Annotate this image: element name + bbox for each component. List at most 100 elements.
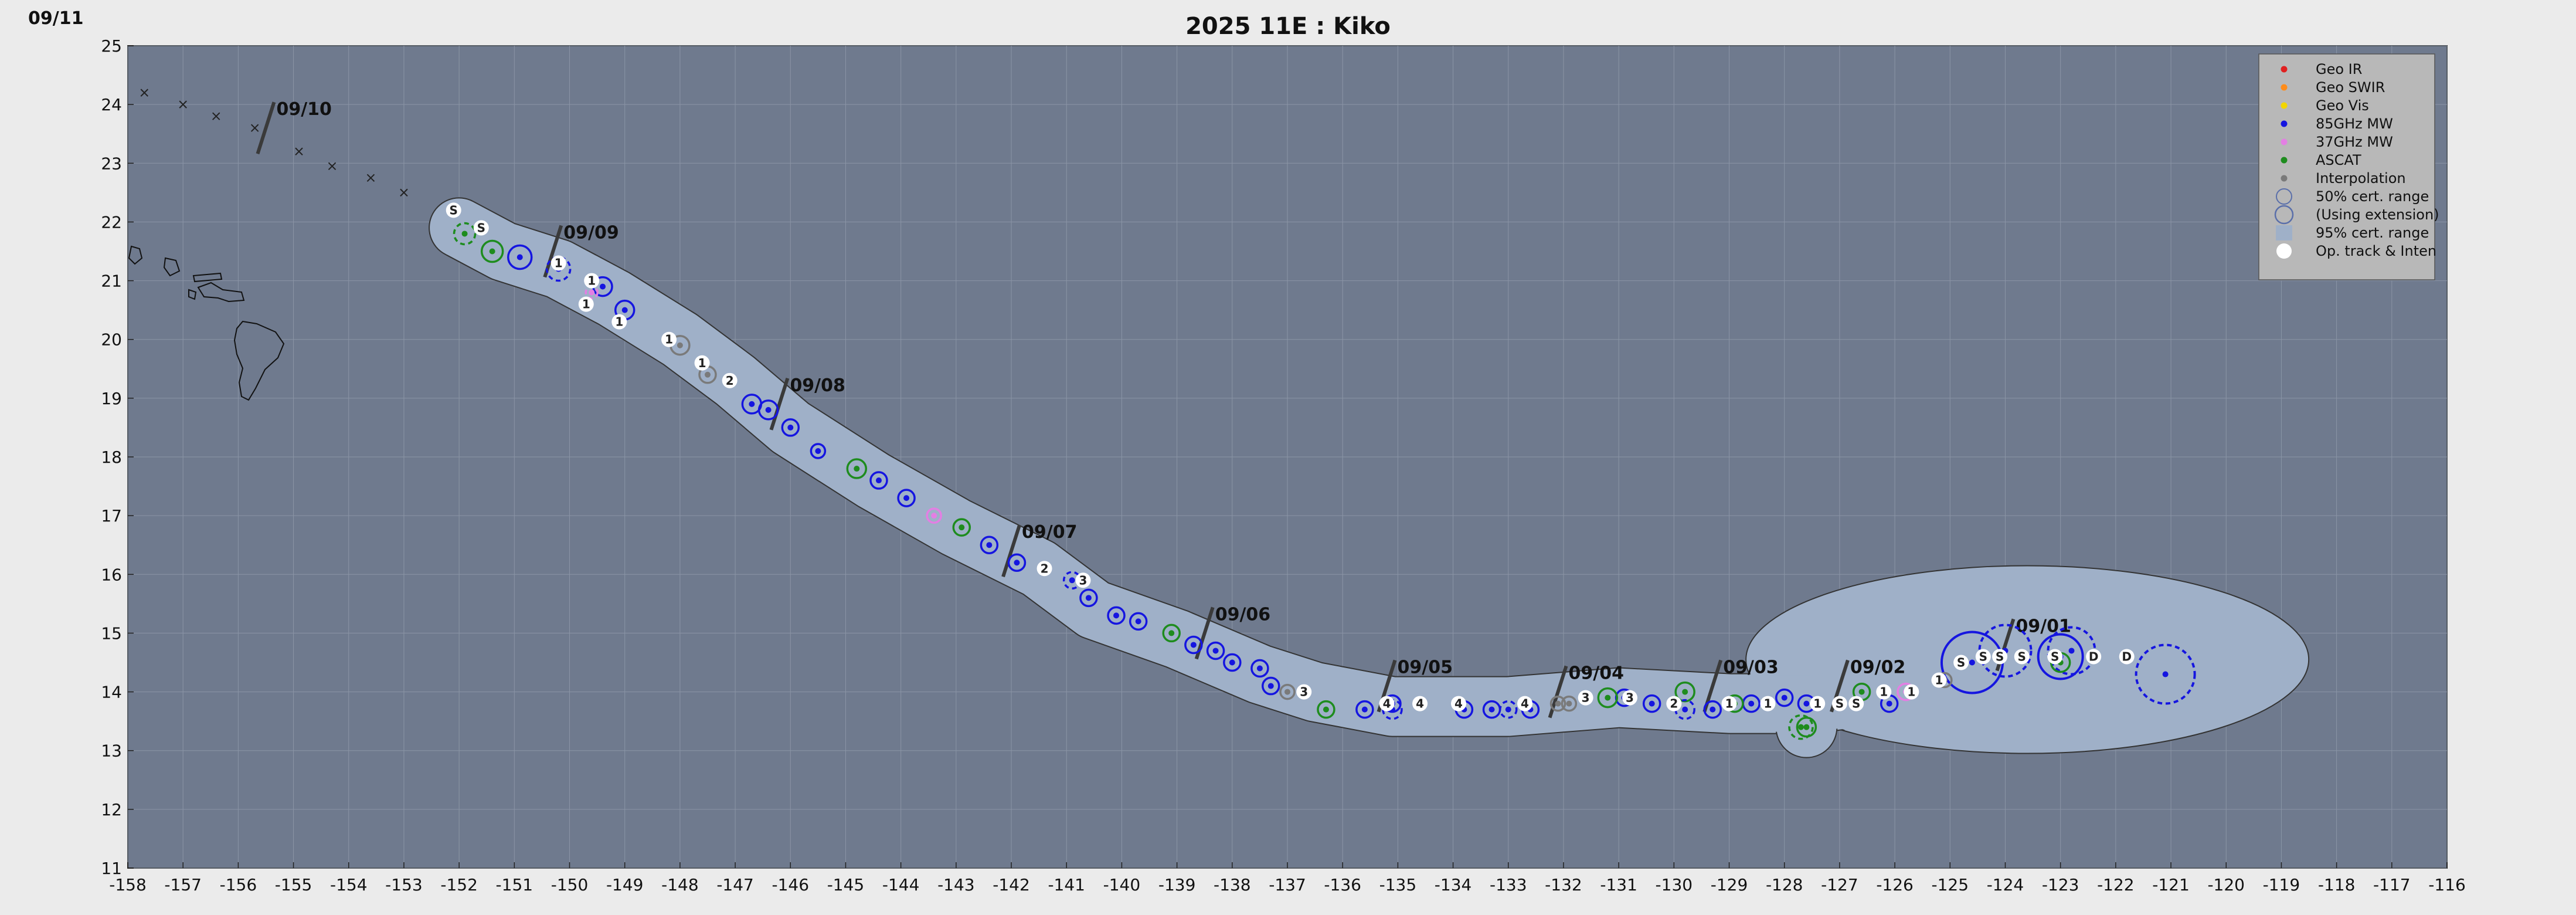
op-track-intensity: 4: [1383, 697, 1391, 711]
fix-dot: [765, 406, 772, 413]
legend-marker: [2274, 205, 2294, 225]
op-track-intensity: 1: [1725, 697, 1734, 711]
fix-marker: [1184, 635, 1203, 655]
fix-ring: [926, 507, 942, 524]
x-tick-label: -129: [1711, 875, 1748, 894]
hawaii-islands: [128, 245, 285, 401]
op-track-intensity: 2: [1670, 697, 1678, 711]
forecast-point: [250, 124, 259, 132]
op-track-intensity: 1: [555, 256, 563, 270]
date-tick: [769, 377, 790, 431]
forecast-point: [400, 188, 408, 197]
y-tick-label: 12: [101, 800, 122, 819]
legend-entry: Geo Vis: [2281, 97, 2369, 114]
y-tick-label: 22: [101, 212, 122, 232]
op-track-dot: [584, 273, 600, 289]
fix-ring: [741, 394, 763, 415]
fix-marker: [1355, 700, 1374, 719]
fix-ring: [1561, 695, 1578, 712]
fix-ring: [1355, 700, 1374, 719]
chart-title: 2025 11E : Kiko: [1185, 13, 1391, 40]
date-label: 09/10: [276, 99, 331, 120]
op-track-point: 1: [1876, 684, 1892, 700]
op-track-point: S: [1953, 655, 1969, 670]
op-track-dot: [1831, 696, 1847, 711]
fix-marker: [741, 394, 763, 415]
legend-marker: [2281, 138, 2288, 145]
op-track-point: 1: [1760, 696, 1776, 711]
x-tick-label: -126: [1876, 875, 1914, 894]
op-track-intensity: 1: [1935, 673, 1943, 687]
op-track-intensity: S: [2018, 649, 2026, 663]
fix-dot: [1069, 577, 1075, 584]
op-track-point: 2: [722, 372, 738, 388]
fix-ring: [1775, 688, 1794, 707]
op-track-point: S: [1975, 649, 1991, 665]
fix-marker: [1007, 553, 1027, 572]
fix-dot: [1803, 700, 1810, 707]
fix-marker: [1223, 653, 1242, 672]
fix-marker: [952, 518, 971, 537]
fix-ring: [1317, 700, 1335, 719]
legend-entry: 85GHz MW: [2281, 116, 2393, 132]
fix-ring: [1250, 659, 1269, 678]
op-track-dot: [694, 355, 710, 371]
op-track-intensity: D: [2089, 649, 2099, 663]
op-track-point: 1: [694, 355, 710, 371]
fix-marker: [1250, 659, 1269, 678]
legend-entry: Op. track & Inten: [2276, 243, 2436, 259]
legend-label: 95% cert. range: [2316, 225, 2429, 241]
op-track-dot: [578, 296, 594, 312]
fix-dot: [1256, 665, 1263, 672]
x-tick-label: -139: [1158, 875, 1196, 894]
fix-marker: [1703, 700, 1722, 719]
fix-dot: [1803, 724, 1810, 730]
op-track-intensity: 3: [1300, 685, 1308, 699]
fix-dot: [749, 401, 755, 407]
fix-ring: [1279, 683, 1296, 700]
fix-ring: [480, 239, 504, 263]
fix-dot: [461, 231, 468, 237]
x-tick-label: -153: [385, 875, 423, 894]
date-label: 09/09: [563, 223, 618, 243]
legend-entry: 95% cert. range: [2276, 225, 2429, 241]
op-track-dot: [611, 314, 627, 330]
date-tick: [256, 101, 276, 155]
legend-entry: Geo SWIR: [2281, 79, 2385, 96]
op-track-point: 3: [1075, 572, 1091, 588]
op-track-dot: [2014, 649, 2030, 665]
forecast-point: [140, 89, 148, 97]
date-label: 09/03: [1723, 658, 1778, 678]
fix-ring: [846, 458, 868, 479]
op-track-point: D: [2119, 649, 2135, 665]
legend-entry: Interpolation: [2281, 170, 2406, 187]
op-track-intensity: 1: [1813, 697, 1821, 711]
op-track-point: 4: [1517, 696, 1533, 711]
op-track-intensity: 1: [698, 356, 706, 370]
legend-label: (Using extension): [2316, 206, 2439, 223]
legend-box: [2258, 53, 2435, 280]
op-track-point: 2: [1036, 561, 1052, 577]
y-tick-label: 18: [101, 448, 122, 467]
op-track-point: S: [2014, 649, 2030, 665]
op-track-dot: [661, 331, 677, 347]
fix-marker: [781, 418, 800, 437]
forecast-point: [295, 147, 303, 155]
forecast-point: [366, 174, 375, 182]
island-molokai: [192, 272, 223, 283]
fix-marker: [2135, 643, 2196, 705]
x-tick-label: -135: [1379, 875, 1417, 894]
x-tick-label: -133: [1490, 875, 1527, 894]
fix-dot: [1748, 700, 1755, 707]
op-track-intensity: 1: [587, 274, 596, 288]
x-tick-label: -124: [1987, 875, 2024, 894]
fix-ring: [1788, 714, 1814, 740]
y-tick-label: 19: [101, 389, 122, 408]
legend-entry: 37GHz MW: [2281, 134, 2393, 150]
fix-dot: [1605, 694, 1611, 701]
x-tick-label: -150: [551, 875, 589, 894]
legend-label: Op. track & Inten: [2316, 243, 2436, 259]
x-tick-label: -117: [2373, 875, 2411, 894]
x-tick-label: -116: [2428, 875, 2466, 894]
